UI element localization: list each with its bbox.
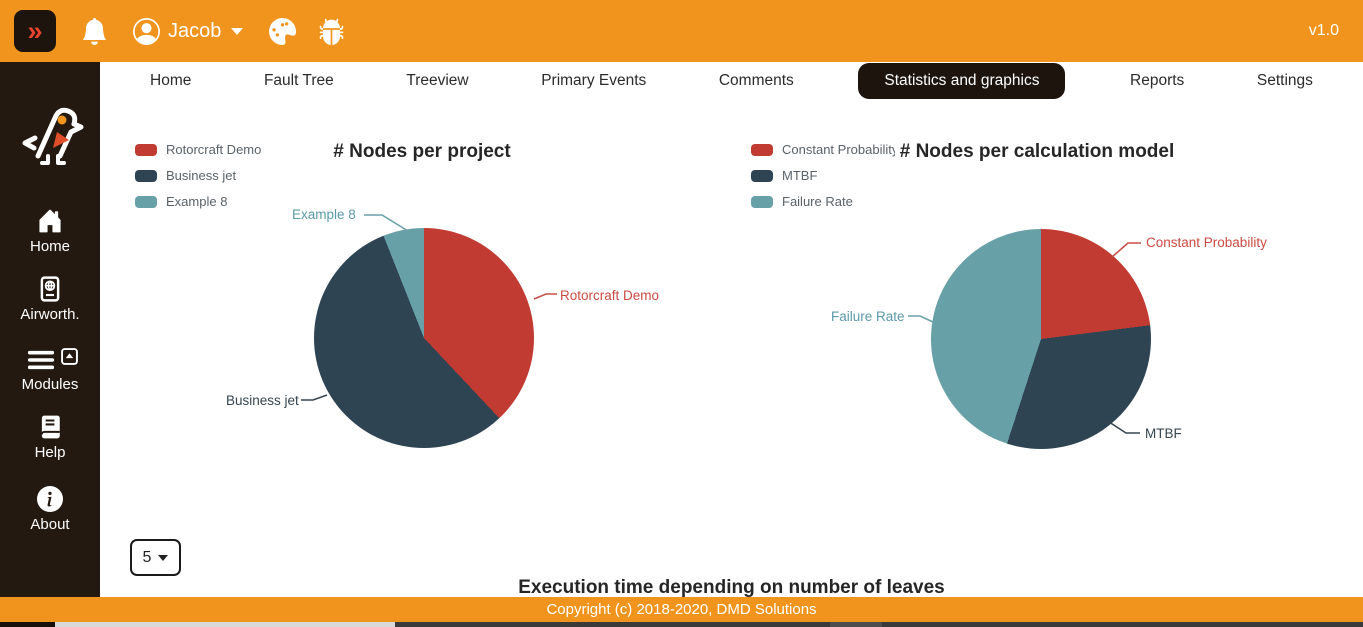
topbar: » Jacob v1.0 <box>0 0 1363 62</box>
pie-callout-rotorcraft-demo: Rotorcraft Demo <box>560 288 660 303</box>
legend-chip-teal <box>751 195 773 208</box>
tab-primary-events[interactable]: Primary Events <box>541 72 647 89</box>
legend-nodes-per-project: Rotorcraft Demo Business jet Example 8 <box>135 142 261 220</box>
chevron-down-icon <box>158 554 169 561</box>
home-icon <box>39 209 61 233</box>
horizontal-scrollbar[interactable] <box>0 622 1363 627</box>
robin-bird-logo <box>22 107 84 165</box>
chart-title-nodes-per-calculation-model: # Nodes per calculation model <box>899 141 1175 162</box>
sidebar-item-help[interactable]: Help <box>0 414 100 461</box>
chart-title-nodes-per-project: # Nodes per project <box>333 141 511 162</box>
pie-chart-nodes-per-project[interactable] <box>314 228 534 448</box>
sidebar-item-airworthiness[interactable]: Airworth. <box>0 276 100 323</box>
bug-icon[interactable] <box>318 18 345 45</box>
page-size-value: 5 <box>142 548 152 566</box>
sidebar-expand-button[interactable]: » <box>14 10 56 52</box>
info-circle-icon <box>37 486 63 512</box>
double-chevron-icon: » <box>27 15 43 46</box>
version-label: v1.0 <box>1308 22 1339 39</box>
pie-callout-constant-probability: Constant Probability <box>1146 235 1267 250</box>
legend-item[interactable]: Example 8 <box>135 194 261 209</box>
tab-bar: Home Fault Tree Treeview Primary Events … <box>100 62 1363 100</box>
pie-callout-mtbf: MTBF <box>1145 426 1182 441</box>
sidebar-item-label: Help <box>34 444 66 461</box>
legend-label: Constant Probability <box>782 142 895 157</box>
legend-chip-teal <box>135 195 157 208</box>
page-size-dropdown[interactable]: 5 <box>130 539 181 576</box>
tab-reports[interactable]: Reports <box>1130 72 1185 89</box>
legend-item[interactable]: Constant Probability <box>751 142 895 157</box>
sidebar-item-label: Airworth. <box>20 306 80 323</box>
copyright-text: Copyright (c) 2018-2020, DMD Solutions <box>546 601 817 618</box>
legend-chip-dark <box>135 169 157 182</box>
airworthiness-passport-icon <box>40 276 60 302</box>
help-book-icon <box>40 415 60 439</box>
user-menu[interactable]: Jacob <box>133 17 244 45</box>
open-panel-icon <box>61 348 78 365</box>
legend-label: Failure Rate <box>782 194 853 209</box>
palette-icon[interactable] <box>269 17 297 45</box>
tab-comments[interactable]: Comments <box>718 72 794 89</box>
sidebar-item-home[interactable]: Home <box>0 208 100 255</box>
legend-label: Example 8 <box>166 194 228 209</box>
scrollbar-thumb[interactable] <box>55 622 395 627</box>
scrollbar-corner <box>0 622 55 627</box>
sidebar-item-label: Modules <box>21 376 79 393</box>
user-name: Jacob <box>168 19 222 42</box>
tab-settings[interactable]: Settings <box>1256 72 1313 89</box>
pie-callout-failure-rate: Failure Rate <box>831 309 905 324</box>
sidebar-item-about[interactable]: About <box>0 486 100 533</box>
sidebar-item-label: About <box>30 516 70 533</box>
legend-chip-red <box>751 143 773 156</box>
tab-treeview[interactable]: Treeview <box>406 72 469 89</box>
footer: Copyright (c) 2018-2020, DMD Solutions <box>0 597 1363 622</box>
legend-item[interactable]: MTBF <box>751 168 895 183</box>
section-title-execution-time: Execution time depending on number of le… <box>518 577 945 598</box>
legend-label: Business jet <box>166 168 237 183</box>
bell-icon[interactable] <box>81 17 108 45</box>
tab-fault-tree[interactable]: Fault Tree <box>263 72 334 89</box>
pie-callout-example-8: Example 8 <box>292 207 356 222</box>
scrollbar-segment <box>830 622 882 627</box>
legend-item[interactable]: Business jet <box>135 168 261 183</box>
tab-statistics-and-graphics[interactable]: Statistics and graphics <box>858 63 1066 99</box>
modules-menu-icon <box>28 350 54 370</box>
sidebar-item-label: Home <box>29 238 70 255</box>
user-icon <box>133 17 160 45</box>
legend-label: Rotorcraft Demo <box>166 142 262 157</box>
pie-chart-nodes-per-calculation-model[interactable] <box>931 229 1151 449</box>
tab-home[interactable]: Home <box>150 72 192 89</box>
legend-chip-dark <box>751 169 773 182</box>
legend-nodes-per-calculation-model: Constant Probability MTBF Failure Rate <box>751 142 895 220</box>
chevron-down-icon <box>231 27 244 35</box>
legend-item[interactable]: Failure Rate <box>751 194 895 209</box>
legend-item[interactable]: Rotorcraft Demo <box>135 142 261 157</box>
legend-label: MTBF <box>782 168 818 183</box>
sidebar: Home Airworth. <box>0 62 100 598</box>
legend-chip-red <box>135 143 157 156</box>
pie-callout-business-jet: Business jet <box>226 393 299 408</box>
sidebar-item-modules[interactable]: Modules <box>0 348 100 393</box>
